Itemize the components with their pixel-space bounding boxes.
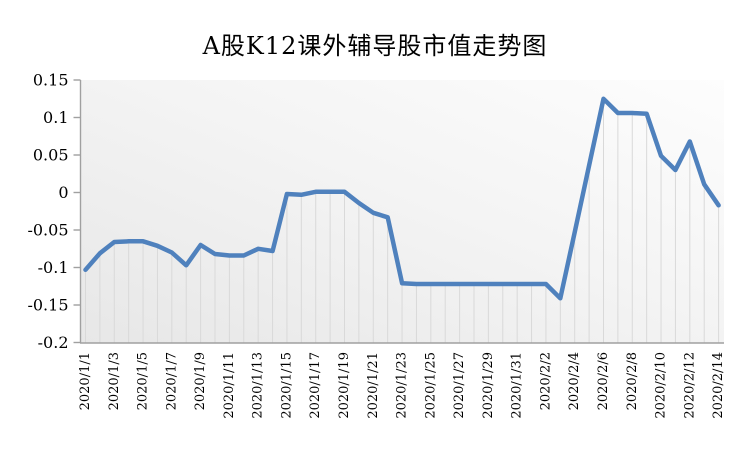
x-tick-label: 2020/1/23 [395, 352, 410, 419]
y-tick-label: -0.1 [38, 258, 69, 277]
droplines [85, 100, 720, 343]
x-tick-label: 2020/1/13 [251, 352, 266, 419]
x-tick-label: 2020/1/11 [222, 352, 237, 419]
x-tick-label: 2020/2/8 [625, 352, 640, 410]
x-tick-label: 2020/2/4 [567, 352, 582, 410]
y-tick-label: 0.1 [43, 108, 68, 127]
x-tick-label: 2020/1/19 [337, 352, 352, 419]
x-tick-label: 2020/2/10 [654, 352, 669, 419]
x-tick-label: 2020/1/9 [193, 352, 208, 410]
x-tick-label: 2020/1/29 [481, 352, 496, 419]
x-tick-label: 2020/1/21 [366, 352, 381, 419]
x-tick-label: 2020/1/5 [136, 352, 151, 410]
x-tick-label: 2020/1/31 [510, 352, 525, 419]
x-tick-label: 2020/2/12 [682, 352, 697, 419]
x-tick-label: 2020/1/25 [423, 352, 438, 419]
y-tick-label: 0.15 [33, 71, 69, 90]
x-tick-label: 2020/2/14 [711, 352, 726, 419]
x-tick-label: 2020/1/7 [164, 352, 179, 410]
x-tick-label: 2020/2/2 [538, 352, 553, 410]
y-tick-label: 0.05 [33, 146, 69, 165]
x-tick-label: 2020/1/27 [452, 352, 467, 419]
chart-title: A股K12课外辅导股市值走势图 [202, 32, 548, 60]
y-tick-label: -0.05 [27, 221, 68, 240]
x-tick-label: 2020/1/17 [308, 352, 323, 419]
y-tick-label: -0.2 [38, 333, 69, 352]
x-tick-label: 2020/1/15 [279, 352, 294, 419]
x-tick-label: 2020/1/3 [107, 352, 122, 410]
series-line [83, 96, 721, 301]
y-tick-label: 0 [58, 183, 68, 202]
y-tick-label: -0.15 [27, 296, 68, 315]
x-tick-label: 2020/2/6 [596, 352, 611, 410]
x-tick-label: 2020/1/1 [78, 352, 93, 410]
